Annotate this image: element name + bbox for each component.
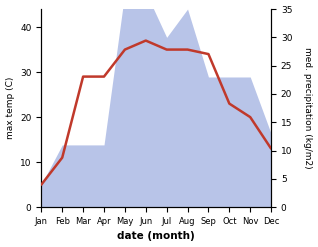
Y-axis label: med. precipitation (kg/m2): med. precipitation (kg/m2) (303, 47, 313, 169)
Y-axis label: max temp (C): max temp (C) (5, 77, 15, 139)
X-axis label: date (month): date (month) (117, 231, 195, 242)
